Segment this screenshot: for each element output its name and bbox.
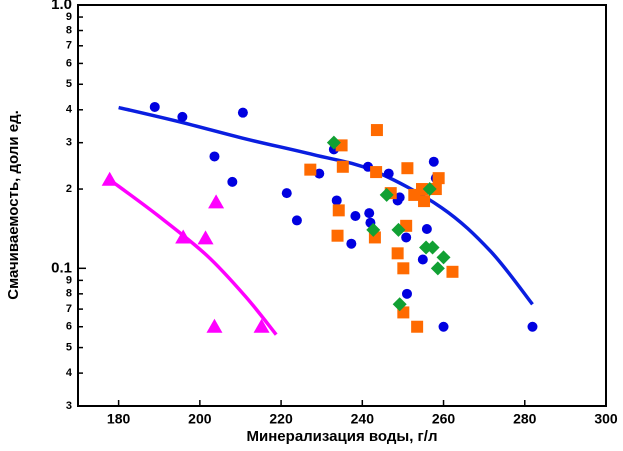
point — [397, 262, 410, 275]
y-tick-label: 8 — [66, 288, 72, 300]
y-tick-label: 4 — [66, 367, 73, 379]
point — [401, 162, 414, 175]
y-tick-label: 7 — [66, 303, 72, 315]
point — [370, 124, 383, 137]
point — [411, 320, 424, 333]
point — [418, 195, 431, 208]
y-tick-label: 5 — [66, 341, 72, 353]
point — [364, 208, 375, 219]
point — [366, 222, 381, 237]
point — [326, 135, 341, 150]
y-tick-label: 6 — [66, 321, 72, 333]
point — [446, 265, 459, 278]
point — [425, 240, 440, 255]
x-tick-label: 220 — [269, 411, 293, 427]
y-tick-label: 3 — [66, 137, 72, 149]
y-tick-label: 5 — [66, 78, 72, 90]
point — [237, 107, 248, 118]
point — [227, 176, 238, 187]
x-tick-label: 200 — [188, 411, 212, 427]
point — [291, 215, 302, 226]
x-tick-label: 260 — [432, 411, 456, 427]
point — [197, 230, 214, 245]
x-tick-label: 300 — [594, 411, 618, 427]
point — [332, 204, 345, 217]
point — [422, 182, 437, 197]
point — [401, 288, 412, 299]
y-tick-label: 0.1 — [51, 259, 72, 276]
point — [304, 163, 317, 176]
x-axis-title: Минерализация воды, г/л — [247, 428, 438, 445]
y-tick-label: 3 — [66, 400, 72, 412]
point — [421, 224, 432, 235]
point — [331, 195, 342, 206]
point — [350, 211, 361, 222]
point — [346, 238, 357, 249]
point — [208, 194, 225, 209]
y-tick-label: 9 — [66, 11, 72, 23]
x-tick-label: 180 — [107, 411, 131, 427]
point — [391, 222, 406, 237]
point — [175, 229, 192, 244]
point — [430, 261, 445, 276]
point — [392, 297, 407, 312]
y-tick-label: 1.0 — [51, 0, 72, 13]
point — [416, 183, 429, 196]
point — [281, 188, 292, 199]
trend-line — [108, 178, 278, 336]
point — [253, 318, 270, 333]
y-axis-title: Смачиваемость, доли ед. — [5, 110, 22, 300]
point — [436, 250, 451, 265]
point — [209, 151, 220, 162]
y-tick-label: 2 — [66, 183, 72, 195]
plot-frame — [77, 4, 607, 407]
trend-line — [118, 105, 534, 306]
point — [527, 321, 538, 332]
point — [206, 318, 223, 333]
point — [391, 247, 404, 260]
y-tick-label: 7 — [66, 40, 72, 52]
point — [370, 166, 383, 179]
point — [394, 192, 405, 203]
point — [379, 187, 394, 202]
x-tick-label: 280 — [513, 411, 537, 427]
point — [331, 229, 344, 242]
y-tick-label: 9 — [66, 274, 72, 286]
point — [401, 232, 412, 243]
point — [177, 111, 188, 122]
point — [383, 168, 394, 179]
point — [417, 254, 428, 265]
point — [149, 101, 160, 112]
point — [336, 160, 349, 173]
y-tick-label: 6 — [66, 57, 72, 69]
point — [438, 321, 449, 332]
point — [428, 156, 439, 167]
y-tick-label: 8 — [66, 24, 72, 36]
x-tick-label: 240 — [351, 411, 375, 427]
y-tick-label: 4 — [66, 104, 73, 116]
point — [314, 168, 325, 179]
point — [432, 172, 445, 185]
point — [101, 171, 118, 186]
